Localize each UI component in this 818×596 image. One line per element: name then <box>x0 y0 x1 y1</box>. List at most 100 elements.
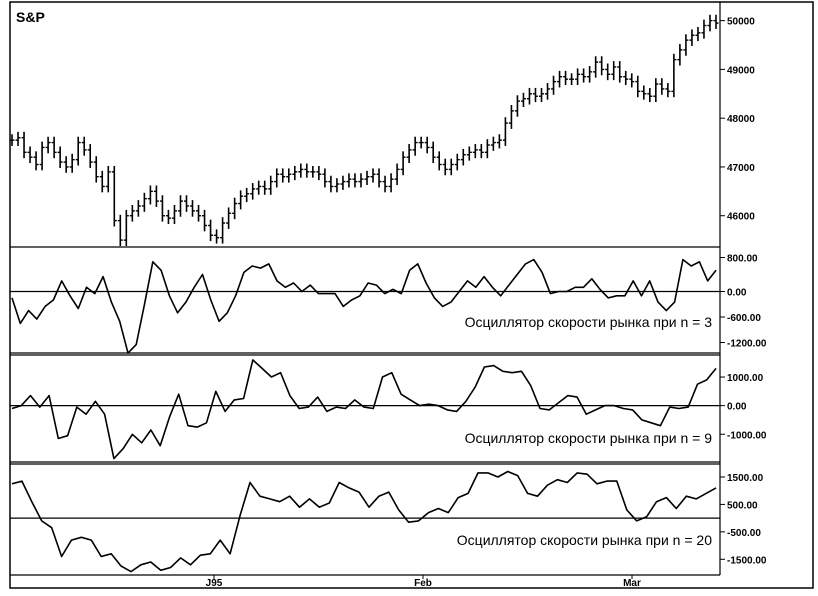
price-bar <box>183 195 189 212</box>
price-bar <box>358 173 364 188</box>
oscillator-line <box>11 470 717 573</box>
price-bar <box>286 168 292 183</box>
price-bar <box>635 75 641 98</box>
price-bar <box>424 136 430 154</box>
x-tick-label: J95 <box>206 578 223 589</box>
price-bar <box>9 134 15 146</box>
price-bar <box>617 61 623 83</box>
oscillator-line <box>11 359 717 460</box>
y-tick-label: -1200.00 <box>727 339 767 350</box>
price-bar <box>436 151 442 171</box>
price-bar <box>123 209 129 246</box>
price-bar <box>304 163 310 178</box>
price-bar <box>683 34 689 56</box>
price-bar <box>81 136 87 156</box>
price-bar <box>484 139 490 159</box>
price-bar <box>490 136 496 151</box>
price-bar <box>298 163 304 178</box>
price-bar <box>647 87 653 103</box>
price-bar <box>448 158 454 176</box>
price-bar <box>502 117 508 146</box>
price-bar <box>707 14 713 32</box>
y-tick-label: -1500.00 <box>727 555 767 566</box>
price-bar <box>653 78 659 103</box>
x-axis: J95 Feb Mar <box>206 575 641 589</box>
price-bar <box>659 78 665 95</box>
price-bar <box>599 56 605 76</box>
price-bar <box>93 156 99 183</box>
oscillator-panel-n20: 1500.00 500.00 -500.00 -1500.00 <box>10 470 767 573</box>
price-bar <box>478 144 484 159</box>
price-bar <box>238 190 244 210</box>
price-bar <box>177 195 183 217</box>
price-chart-title: S&P <box>16 9 45 25</box>
price-bar <box>334 178 340 193</box>
price-bar <box>165 209 171 225</box>
price-bar <box>388 173 394 193</box>
oscillator-label-n3: Осциллятор скорости рынка при n = 3 <box>465 314 713 330</box>
y-tick-label: -500.00 <box>727 528 761 539</box>
price-bar <box>442 158 448 176</box>
x-tick-label: Mar <box>623 578 641 589</box>
price-bar <box>418 136 424 149</box>
price-bar <box>316 165 322 181</box>
price-bar <box>153 185 159 207</box>
price-bar <box>135 200 141 217</box>
price-bar <box>520 92 526 107</box>
price-bar <box>244 187 250 203</box>
price-bar <box>51 136 57 159</box>
price-bar <box>545 83 551 100</box>
price-bar <box>268 175 274 195</box>
price-bar <box>232 197 238 220</box>
y-tick-label: 46000 <box>727 212 755 223</box>
price-bar <box>623 70 629 86</box>
price-bar <box>539 87 545 103</box>
price-bar <box>593 56 599 78</box>
y-tick-label: 800.00 <box>727 254 758 265</box>
price-bar <box>274 168 280 188</box>
price-bar <box>695 26 701 42</box>
price-bar <box>226 207 232 229</box>
price-bar <box>147 185 153 205</box>
price-bar <box>364 170 370 186</box>
price-bar <box>45 136 51 154</box>
y-tick-label: 49000 <box>727 65 755 76</box>
price-bar <box>581 68 587 83</box>
y-tick-label: 1500.00 <box>727 473 764 484</box>
price-bar <box>575 68 581 86</box>
price-bar <box>466 146 472 161</box>
price-bar <box>551 75 557 95</box>
price-bar <box>256 180 262 195</box>
price-bar <box>496 134 502 149</box>
price-bar <box>629 73 635 88</box>
price-bar <box>557 70 563 88</box>
price-bar <box>412 136 418 156</box>
price-bar <box>400 151 406 176</box>
price-bar <box>701 19 707 39</box>
price-bar <box>472 144 478 159</box>
price-bar <box>677 44 683 66</box>
price-bar <box>69 153 75 173</box>
price-bar <box>394 163 400 186</box>
price-bar <box>508 105 514 129</box>
price-bar <box>99 170 105 193</box>
oscillator-label-n20: Осциллятор скорости рынка при n = 20 <box>457 532 712 548</box>
y-tick-label: 1000.00 <box>727 373 764 384</box>
price-bar <box>141 192 147 212</box>
oscillator-label-n9: Осциллятор скорости рынка при n = 9 <box>465 430 713 446</box>
price-bar <box>322 168 328 188</box>
price-bar <box>460 148 466 166</box>
price-bar <box>117 214 123 246</box>
y-tick-label: 47000 <box>727 163 755 174</box>
price-bar <box>159 195 165 222</box>
price-bar <box>190 200 196 217</box>
price-bar <box>454 153 460 171</box>
price-bar <box>671 53 677 98</box>
price-bar <box>587 65 593 83</box>
price-bar <box>605 63 611 81</box>
price-bar <box>63 156 69 173</box>
price-bar <box>665 83 671 98</box>
price-bar <box>208 219 214 242</box>
price-bar <box>340 175 346 190</box>
